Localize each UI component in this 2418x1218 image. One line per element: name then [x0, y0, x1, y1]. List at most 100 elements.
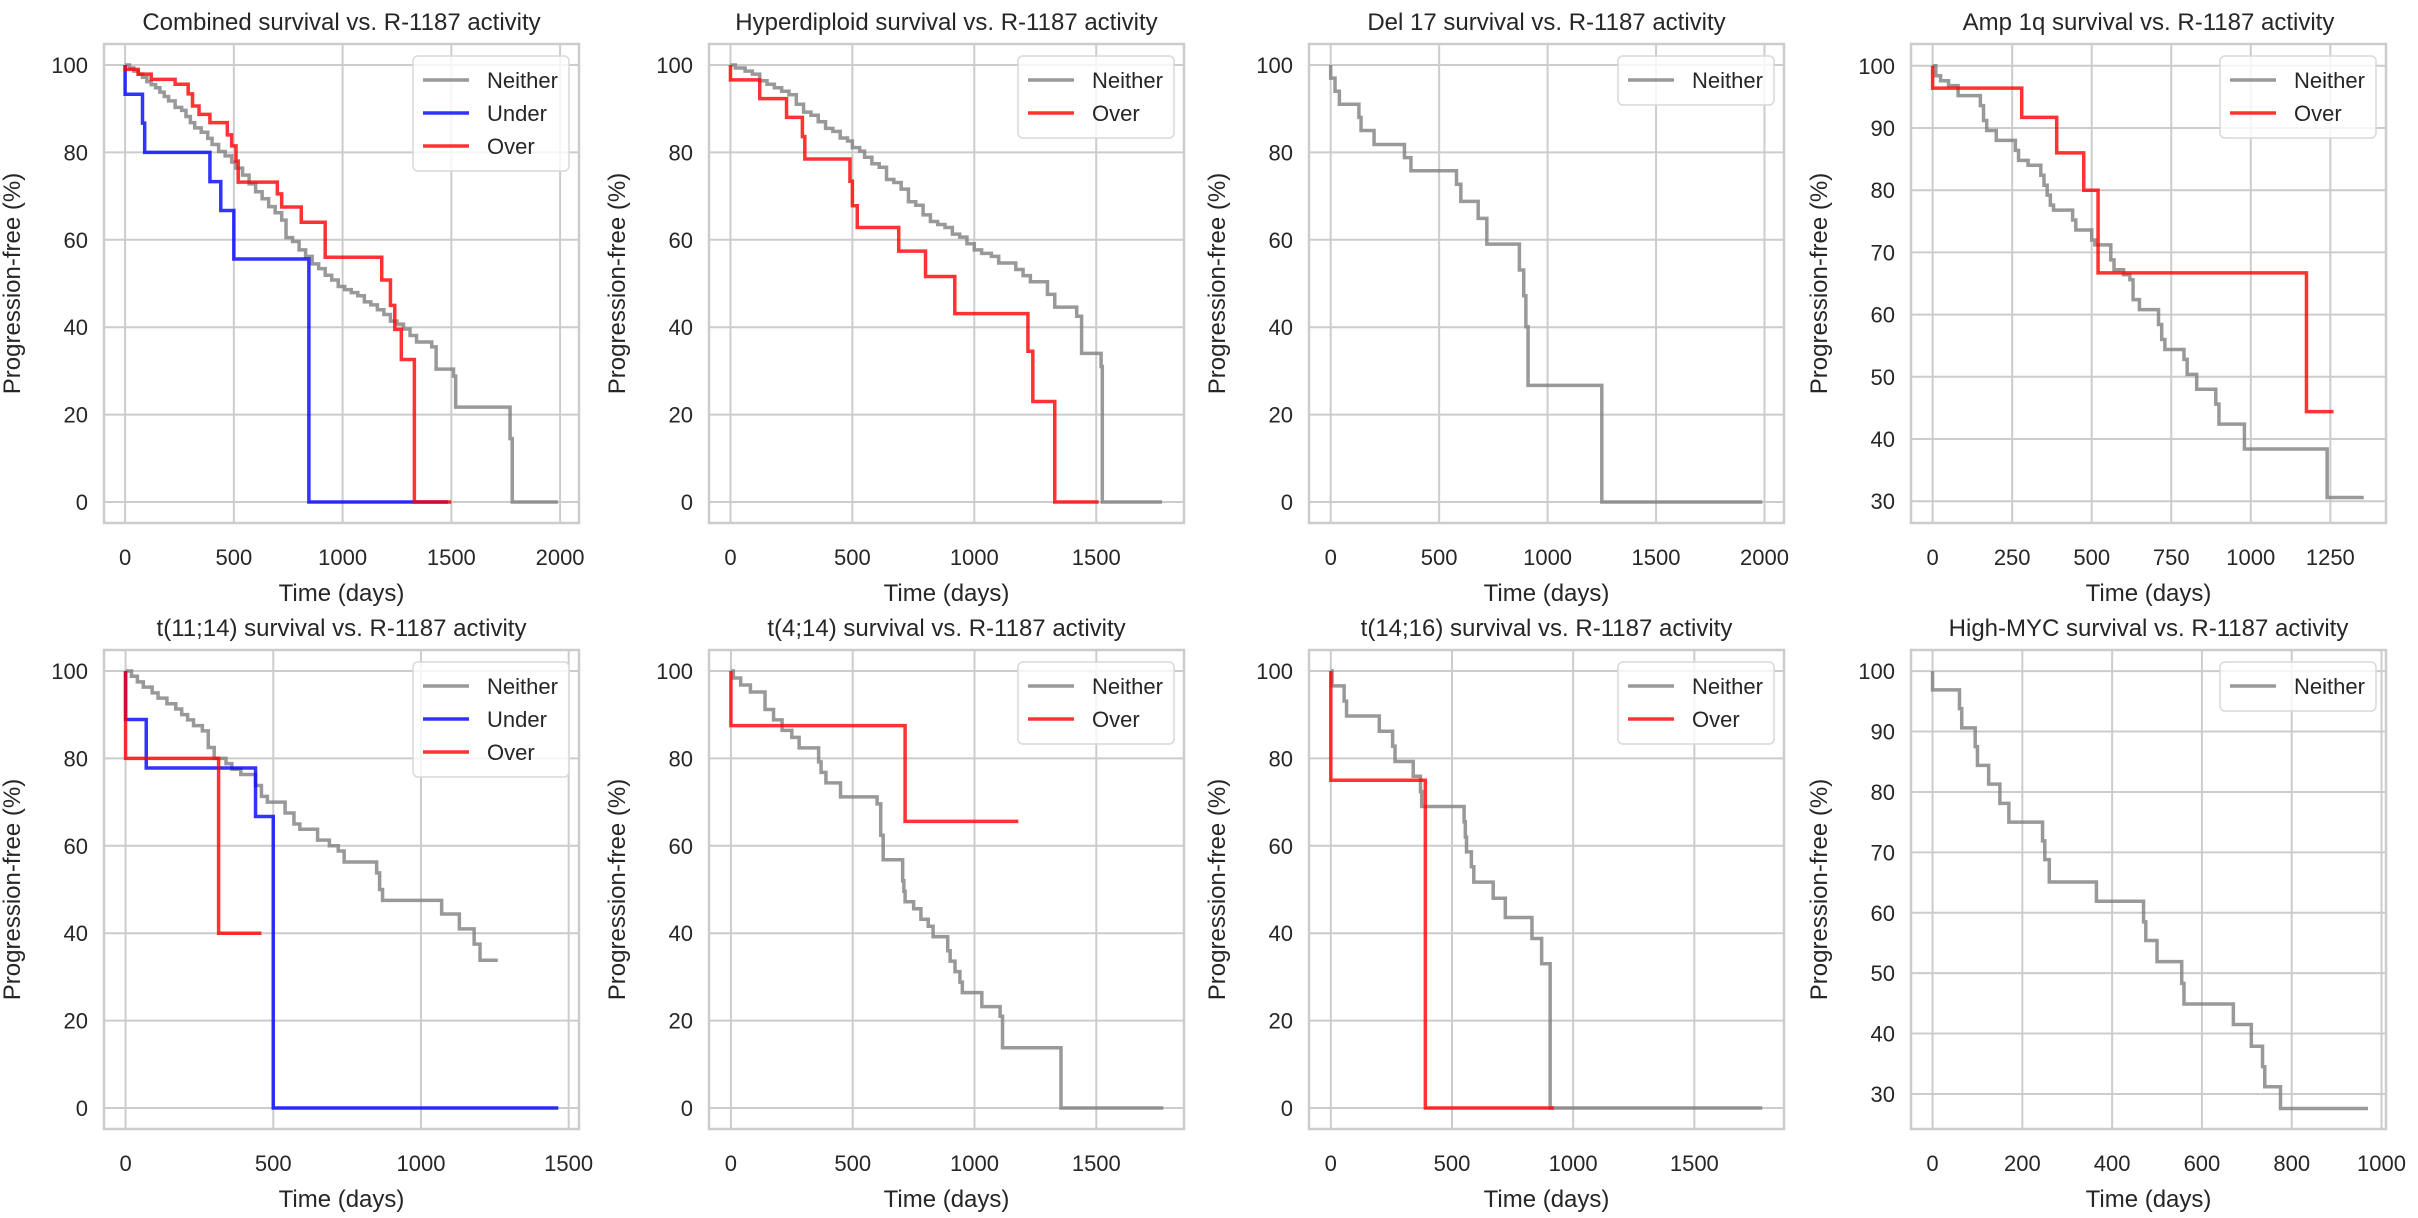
panel-4-x-tick-label: 0 — [1927, 545, 1939, 570]
panel-8-x-tick-label: 0 — [1926, 1151, 1938, 1176]
panel-5-legend-label-under: Under — [487, 707, 547, 732]
panel-4-legend-label-over: Over — [2294, 101, 2342, 126]
panel-3-title: Del 17 survival vs. R-1187 activity — [1367, 9, 1725, 36]
panel-2-legend-label-over: Over — [1092, 101, 1140, 126]
panel-7-y-tick-label: 60 — [1269, 834, 1293, 859]
panel-8-y-tick-label: 50 — [1871, 961, 1895, 986]
panel-3-frame — [1307, 42, 1786, 525]
panel-3-x-tick-label: 1000 — [1523, 545, 1572, 570]
panel-7-legend-label-over: Over — [1692, 707, 1740, 732]
panel-3-y-tick-label: 60 — [1269, 228, 1293, 253]
panel-4-x-tick-label: 750 — [2153, 545, 2190, 570]
panel-7-legend-box — [1617, 661, 1775, 745]
panel-8-x-tick-label: 600 — [2184, 1151, 2221, 1176]
panel-7-x-tick-label: 1500 — [1670, 1151, 1719, 1176]
panel-2-y-tick-label: 60 — [669, 228, 693, 253]
panel-4-y-tick-label: 30 — [1871, 489, 1895, 514]
panel-5-x-tick-label: 1000 — [396, 1151, 445, 1176]
panel-8-y-tick-label: 70 — [1871, 840, 1895, 865]
panel-8-y-tick-label: 100 — [1858, 659, 1895, 684]
panel-2-x-tick-label: 1000 — [950, 545, 999, 570]
panel-7-series-neither-line — [1330, 669, 1763, 1110]
panel-1-y-tick-label: 0 — [76, 490, 88, 515]
panel-6-frame — [707, 648, 1186, 1131]
panel-8-legend: Neither — [2219, 661, 2377, 712]
panel-7-title: t(14;16) survival vs. R-1187 activity — [1361, 615, 1733, 642]
panel-4-y-tick-label: 70 — [1871, 240, 1895, 265]
panel-6-legend-label-neither: Neither — [1092, 674, 1163, 699]
panel-4-frame — [1909, 42, 2388, 525]
panel-1-y-axis-label: Progression-free (%) — [0, 173, 26, 394]
panel-5-y-tick-label: 60 — [64, 834, 88, 859]
panel-2-title: Hyperdiploid survival vs. R-1187 activit… — [735, 9, 1157, 36]
panel-7-y-tick-label: 100 — [1256, 659, 1293, 684]
panel-2-y-tick-label: 0 — [681, 490, 693, 515]
panel-7-series-over-line — [1329, 670, 1554, 1110]
panel-2-frame — [707, 42, 1186, 525]
panel-1-x-axis-label: Time (days) — [279, 580, 405, 607]
panel-1-y-tick-label: 100 — [51, 53, 88, 78]
panel-1-x-tick-label: 1500 — [427, 545, 476, 570]
panel-1-x-tick-label: 500 — [215, 545, 252, 570]
panel-8-x-axis-label: Time (days) — [2086, 1186, 2212, 1213]
panel-3-legend-box — [1617, 55, 1775, 106]
panel-6-y-tick-label: 80 — [669, 746, 693, 771]
panel-4-y-axis-label: Progression-free (%) — [1806, 173, 1833, 394]
panel-8-x-tick-label: 400 — [2094, 1151, 2131, 1176]
panel-6-x-tick-label: 1000 — [950, 1151, 999, 1176]
panel-1-series-over-line — [123, 64, 452, 504]
panel-1-legend-label-under: Under — [487, 101, 547, 126]
panel-7-x-tick-label: 500 — [1434, 1151, 1471, 1176]
panel-5-x-tick-label: 1500 — [544, 1151, 593, 1176]
panel-4-x-tick-label: 250 — [1994, 545, 2031, 570]
panel-4-title: Amp 1q survival vs. R-1187 activity — [1963, 9, 2335, 36]
panel-6-legend: Neither Over — [1017, 661, 1175, 745]
panel-1-x-tick-label: 1000 — [318, 545, 367, 570]
panel-4-x-tick-label: 1250 — [2306, 545, 2355, 570]
panel-6-series-over-line — [729, 670, 1019, 824]
panel-2-hyperdiploid-chart: 0 500 1000 1500 0 20 40 60 80 100 Hyperdiploid sur… — [604, 9, 1186, 607]
panel-4-y-tick-label: 90 — [1871, 116, 1895, 141]
panel-5-series-neither-line — [125, 669, 498, 963]
panel-3-legend-label-neither: Neither — [1692, 68, 1763, 93]
panel-2-y-tick-label: 20 — [669, 403, 693, 428]
panel-8-series-neither-line — [1930, 671, 2369, 1111]
panel-2-legend-box — [1017, 55, 1175, 139]
panel-7-y-axis-label: Progression-free (%) — [1204, 779, 1231, 1000]
panel-6-x-tick-label: 500 — [834, 1151, 871, 1176]
panel-2-x-tick-label: 500 — [834, 545, 871, 570]
panel-3-y-tick-label: 80 — [1269, 140, 1293, 165]
panel-1-title: Combined survival vs. R-1187 activity — [142, 9, 540, 36]
panel-1-y-tick-label: 20 — [64, 403, 88, 428]
panel-8-high-myc-chart: 0 200 400 600 800 1000 30 40 50 60 70 80 90 100 High-M… — [1806, 615, 2406, 1213]
panel-7-y-tick-label: 0 — [1281, 1096, 1293, 1121]
panel-2-x-tick-label: 0 — [724, 545, 736, 570]
panel-7-frame — [1307, 648, 1786, 1131]
panel-7-y-tick-label: 20 — [1269, 1009, 1293, 1034]
panel-2-y-axis-label: Progression-free (%) — [604, 173, 631, 394]
panel-8-title: High-MYC survival vs. R-1187 activity — [1949, 615, 2349, 642]
panel-8-x-tick-label: 200 — [2004, 1151, 2041, 1176]
panel-6-legend-box — [1017, 661, 1175, 745]
panel-7-legend-label-neither: Neither — [1692, 674, 1763, 699]
panel-2-x-tick-label: 1500 — [1072, 545, 1121, 570]
panel-4-series-over-line — [1930, 65, 2334, 414]
panel-3-y-tick-label: 20 — [1269, 403, 1293, 428]
panel-5-legend-label-over: Over — [487, 740, 535, 765]
panel-6-x-tick-label: 1500 — [1072, 1151, 1121, 1176]
panel-6-y-tick-label: 0 — [681, 1096, 693, 1121]
panel-3-y-tick-label: 0 — [1281, 490, 1293, 515]
panel-2-y-tick-label: 80 — [669, 140, 693, 165]
panel-5-x-tick-label: 500 — [255, 1151, 292, 1176]
panel-3-del-17-chart: 0 500 1000 1500 2000 0 20 40 60 80 100 Del 17 survi… — [1204, 9, 1789, 607]
panel-2-y-tick-label: 100 — [656, 53, 693, 78]
panel-4-legend: Neither Over — [2219, 55, 2377, 139]
panel-4-y-tick-label: 50 — [1871, 365, 1895, 390]
panel-5-legend: Neither Under Over — [412, 661, 570, 778]
panel-8-x-tick-label: 800 — [2273, 1151, 2310, 1176]
panel-6-title: t(4;14) survival vs. R-1187 activity — [767, 615, 1125, 642]
panel-5-y-tick-label: 0 — [76, 1096, 88, 1121]
panel-8-y-tick-label: 80 — [1871, 780, 1895, 805]
panel-4-x-tick-label: 1000 — [2226, 545, 2275, 570]
panel-7-x-axis-label: Time (days) — [1484, 1186, 1610, 1213]
